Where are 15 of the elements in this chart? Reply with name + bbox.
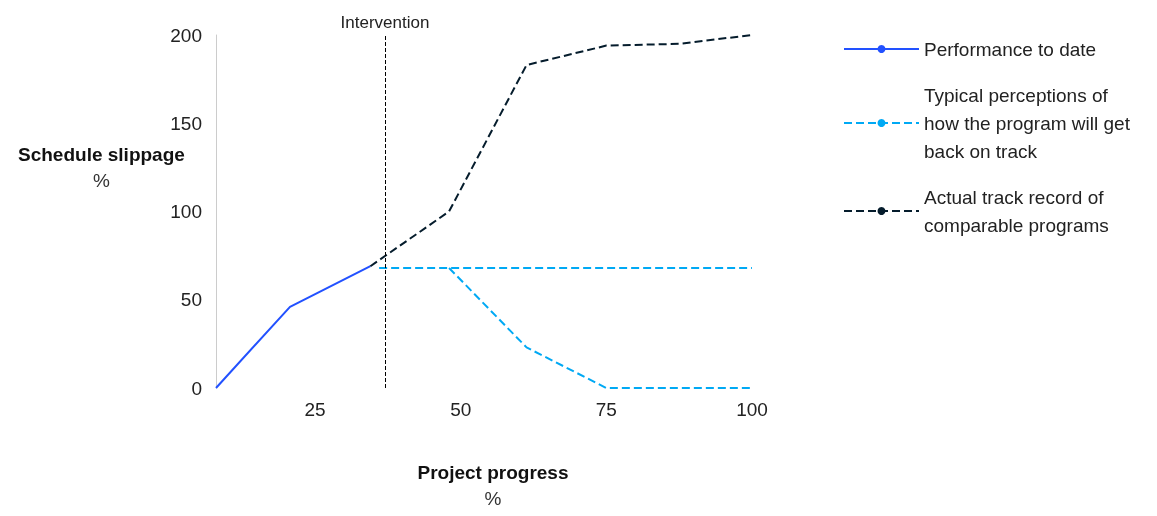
y-tick-label: 0 [191, 377, 202, 399]
x-tick-label: 100 [736, 399, 768, 420]
y-axis-title: Schedule slippage % [18, 144, 185, 191]
y-tick-label: 150 [170, 112, 202, 134]
legend-label: Performance to date [924, 38, 1097, 60]
x-axis-title: Project progress % [417, 462, 569, 509]
legend-label: Typical perceptions of how the program will get back on track [924, 84, 1136, 162]
ref-line-label: Intervention [340, 13, 430, 32]
y-tick-label: 200 [170, 24, 202, 46]
y-tick-label: 50 [180, 289, 202, 311]
legend-label: Actual track record of comparable programs [924, 186, 1109, 236]
y-tick-label: 100 [170, 201, 202, 222]
x-tick-label: 25 [304, 399, 326, 420]
x-tick-label: 75 [595, 399, 617, 420]
x-tick-label: 50 [450, 399, 472, 420]
